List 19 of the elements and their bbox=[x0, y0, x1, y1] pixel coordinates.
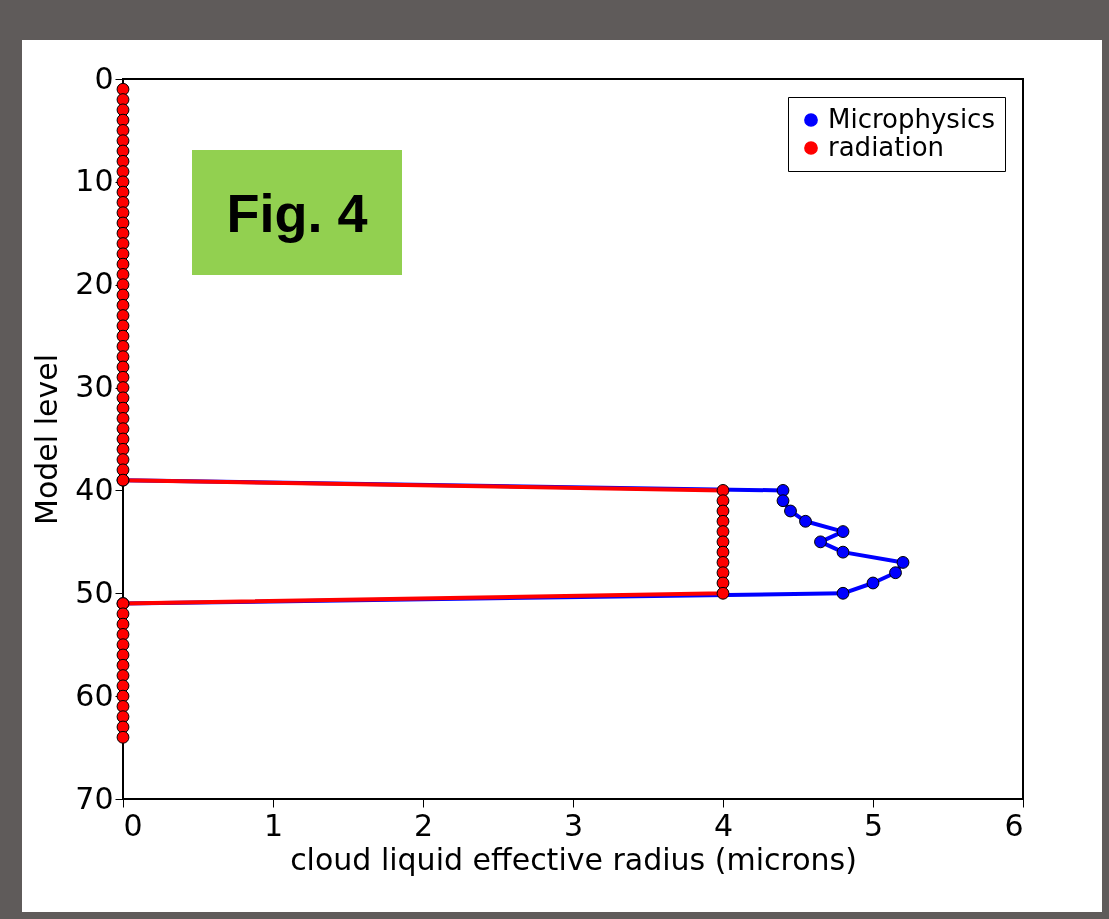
y-tick-label: 0 bbox=[94, 60, 114, 96]
x-tick-label: 0 bbox=[123, 807, 143, 843]
y-tick-label: 10 bbox=[75, 163, 114, 199]
y-axis-title: Model level bbox=[29, 354, 65, 525]
y-tick-label: 30 bbox=[75, 369, 114, 405]
x-tick-label: 4 bbox=[713, 807, 734, 843]
x-tick-label: 3 bbox=[563, 807, 584, 843]
x-tick-label: 5 bbox=[863, 807, 884, 843]
y-tick-label: 40 bbox=[75, 471, 114, 507]
y-tick-label: 20 bbox=[75, 266, 114, 302]
y-tick-label: 70 bbox=[75, 780, 114, 816]
y-tick-label: 50 bbox=[75, 574, 114, 610]
legend-label: Microphysics bbox=[828, 104, 995, 134]
x-tick-label: 1 bbox=[263, 807, 284, 843]
y-tick-label: 60 bbox=[75, 677, 114, 713]
figure-label: Fig. 4 bbox=[192, 150, 402, 275]
x-tick-label: 2 bbox=[413, 807, 434, 843]
x-axis-title: cloud liquid effective radius (microns) bbox=[290, 841, 857, 877]
x-tick-label: 6 bbox=[1004, 807, 1024, 843]
